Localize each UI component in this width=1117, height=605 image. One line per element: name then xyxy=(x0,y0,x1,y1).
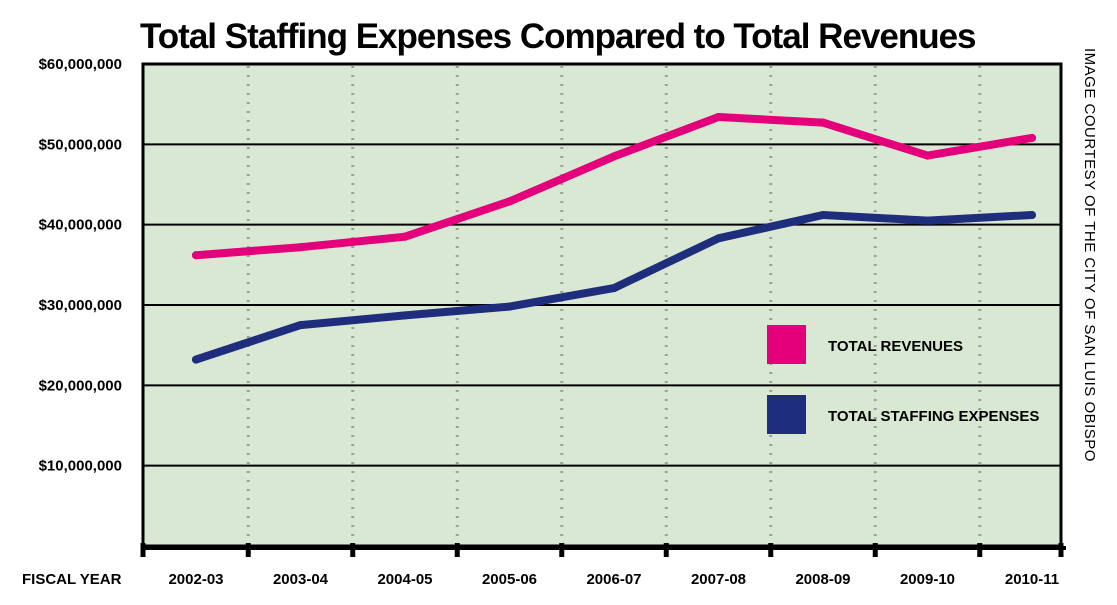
data-point xyxy=(714,113,723,122)
y-tick-label: $10,000,000 xyxy=(39,458,122,475)
data-point xyxy=(296,243,305,252)
legend-label-revenues: TOTAL REVENUES xyxy=(828,338,963,355)
data-point xyxy=(192,355,200,364)
x-tick-label: 2003-04 xyxy=(273,571,329,588)
legend: TOTAL REVENUES TOTAL STAFFING EXPENSES xyxy=(767,325,1039,434)
x-tick-label: 2007-08 xyxy=(691,571,746,588)
data-point xyxy=(923,216,932,225)
legend-swatch-staffing xyxy=(767,395,806,434)
y-tick-label: $60,000,000 xyxy=(39,56,122,73)
data-point xyxy=(923,151,932,160)
data-point xyxy=(505,302,514,311)
data-point xyxy=(610,152,618,161)
data-point xyxy=(610,284,618,293)
data-point xyxy=(192,251,200,260)
legend-label-staffing: TOTAL STAFFING EXPENSES xyxy=(828,408,1039,425)
data-point xyxy=(819,211,827,220)
x-tick-label: 2004-05 xyxy=(377,571,432,588)
y-tick-label: $20,000,000 xyxy=(39,377,122,394)
data-point xyxy=(1028,133,1036,142)
x-tick-label: 2006-07 xyxy=(586,571,641,588)
data-point xyxy=(505,197,514,206)
image-credit: IMAGE COURTESY OF THE CITY OF SAN LUIS O… xyxy=(1081,48,1098,462)
y-tick-label: $50,000,000 xyxy=(39,136,122,153)
data-point xyxy=(401,311,409,320)
y-axis-ticks: $10,000,000 $20,000,000 $30,000,000 $40,000… xyxy=(39,56,122,475)
x-tick-label: 2002-03 xyxy=(168,571,223,588)
data-point xyxy=(296,321,305,330)
series-lines xyxy=(192,113,1036,364)
data-point xyxy=(714,234,723,243)
legend-swatch-revenues xyxy=(767,325,806,364)
data-point xyxy=(819,118,827,127)
chart-title: Total Staffing Expenses Compared to Tota… xyxy=(140,17,976,56)
x-axis-label: FISCAL YEAR xyxy=(22,571,122,588)
gridlines xyxy=(143,66,1061,546)
y-tick-label: $30,000,000 xyxy=(39,297,122,314)
x-tick-label: 2009-10 xyxy=(900,571,955,588)
x-tick-label: 2010-11 xyxy=(1005,571,1059,588)
x-tick-label: 2005-06 xyxy=(482,571,537,588)
x-tick-label: 2008-09 xyxy=(795,571,850,588)
y-tick-label: $40,000,000 xyxy=(39,217,122,234)
x-axis: 2002-03 2003-04 2004-05 2005-06 2006-07 2007-… xyxy=(140,543,1066,588)
data-point xyxy=(1028,211,1036,220)
data-point xyxy=(401,232,409,241)
